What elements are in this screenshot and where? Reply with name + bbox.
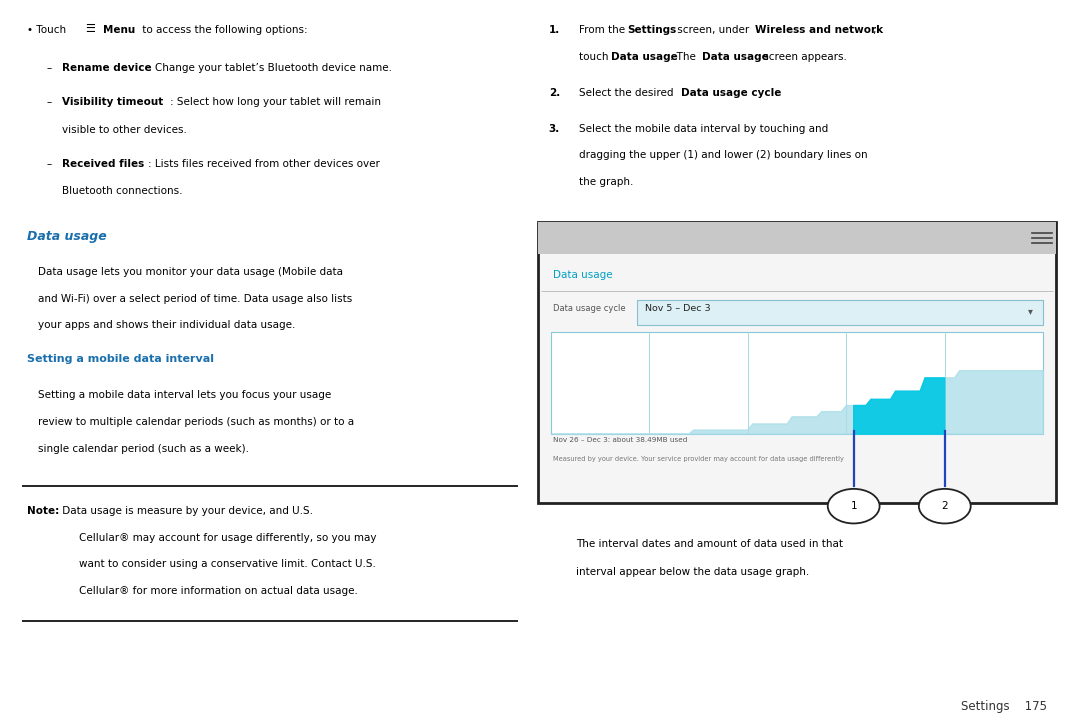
Bar bbox=[538, 222, 1056, 503]
Bar bbox=[637, 300, 1043, 325]
Polygon shape bbox=[853, 378, 945, 434]
Polygon shape bbox=[551, 371, 1043, 434]
Text: screen, under: screen, under bbox=[674, 25, 753, 35]
Text: Data usage lets you monitor your data usage (Mobile data: Data usage lets you monitor your data us… bbox=[38, 267, 342, 277]
Text: • Touch: • Touch bbox=[27, 25, 69, 35]
Text: : Select how long your tablet will remain: : Select how long your tablet will remai… bbox=[170, 97, 380, 107]
Text: Settings: Settings bbox=[627, 25, 677, 35]
Text: Visibility timeout: Visibility timeout bbox=[62, 97, 163, 107]
Text: Data usage: Data usage bbox=[702, 52, 769, 62]
Text: Data usage cycle: Data usage cycle bbox=[681, 88, 782, 98]
Text: ☰: ☰ bbox=[85, 24, 95, 34]
Text: Measured by your device. Your service provider may account for data usage differ: Measured by your device. Your service pr… bbox=[553, 456, 843, 462]
Text: visible to other devices.: visible to other devices. bbox=[62, 125, 187, 135]
Text: Cellular® for more information on actual data usage.: Cellular® for more information on actual… bbox=[79, 586, 357, 596]
Text: dragging the upper (1) and lower (2) boundary lines on: dragging the upper (1) and lower (2) bou… bbox=[579, 150, 867, 161]
Text: Data usage: Data usage bbox=[553, 270, 612, 280]
Text: your apps and shows their individual data usage.: your apps and shows their individual dat… bbox=[38, 320, 295, 330]
Text: –: – bbox=[46, 97, 52, 107]
Text: . The: . The bbox=[670, 52, 699, 62]
Text: Data usage: Data usage bbox=[27, 230, 107, 243]
Text: ▾: ▾ bbox=[1028, 306, 1034, 316]
Text: Menu: Menu bbox=[103, 25, 135, 35]
Text: : Lists files received from other devices over: : Lists files received from other device… bbox=[148, 159, 380, 169]
Bar bbox=[538, 222, 1056, 254]
Text: screen appears.: screen appears. bbox=[760, 52, 847, 62]
Text: Setting a mobile data interval lets you focus your usage: Setting a mobile data interval lets you … bbox=[38, 390, 332, 400]
Text: ,: , bbox=[872, 25, 875, 35]
Text: Wireless and network: Wireless and network bbox=[755, 25, 883, 35]
Text: : Change your tablet’s Bluetooth device name.: : Change your tablet’s Bluetooth device … bbox=[148, 63, 392, 73]
Text: and Wi-Fi) over a select period of time. Data usage also lists: and Wi-Fi) over a select period of time.… bbox=[38, 294, 352, 304]
Text: 2.: 2. bbox=[549, 88, 559, 98]
Text: Cellular® may account for usage differently, so you may: Cellular® may account for usage differen… bbox=[79, 533, 376, 543]
Text: Received files: Received files bbox=[62, 159, 144, 169]
Text: Settings    175: Settings 175 bbox=[961, 700, 1048, 713]
Text: Bluetooth connections.: Bluetooth connections. bbox=[62, 186, 183, 197]
Text: The interval dates and amount of data used in that: The interval dates and amount of data us… bbox=[576, 539, 842, 549]
Text: Nov 26 – Dec 3: about 38.49MB used: Nov 26 – Dec 3: about 38.49MB used bbox=[553, 437, 687, 443]
Text: Nov 5 – Dec 3: Nov 5 – Dec 3 bbox=[645, 305, 711, 313]
Text: From the: From the bbox=[579, 25, 629, 35]
Text: Select the mobile data interval by touching and: Select the mobile data interval by touch… bbox=[579, 124, 828, 134]
Text: Select the desired: Select the desired bbox=[579, 88, 677, 98]
Text: –: – bbox=[46, 63, 52, 73]
Text: single calendar period (such as a week).: single calendar period (such as a week). bbox=[38, 444, 248, 454]
Text: .: . bbox=[774, 88, 779, 98]
Text: 1: 1 bbox=[850, 501, 858, 511]
Text: review to multiple calendar periods (such as months) or to a: review to multiple calendar periods (suc… bbox=[38, 417, 354, 427]
Text: Data usage cycle: Data usage cycle bbox=[553, 305, 625, 313]
Text: Setting a mobile data interval: Setting a mobile data interval bbox=[27, 354, 214, 364]
Text: 3.: 3. bbox=[549, 124, 559, 134]
Text: 2: 2 bbox=[942, 501, 948, 511]
Text: Data usage is measure by your device, and U.S.: Data usage is measure by your device, an… bbox=[59, 506, 313, 516]
Text: –: – bbox=[46, 159, 52, 169]
Text: to access the following options:: to access the following options: bbox=[139, 25, 308, 35]
Bar bbox=[551, 332, 1043, 434]
Text: the graph.: the graph. bbox=[579, 177, 633, 187]
Circle shape bbox=[919, 489, 971, 523]
Text: touch: touch bbox=[579, 52, 611, 62]
Text: Data usage: Data usage bbox=[611, 52, 678, 62]
Circle shape bbox=[827, 489, 879, 523]
Text: Note:: Note: bbox=[27, 506, 59, 516]
Text: 1.: 1. bbox=[549, 25, 559, 35]
Text: Rename device: Rename device bbox=[62, 63, 151, 73]
Text: interval appear below the data usage graph.: interval appear below the data usage gra… bbox=[576, 567, 809, 577]
Text: want to consider using a conservative limit. Contact U.S.: want to consider using a conservative li… bbox=[79, 559, 376, 570]
